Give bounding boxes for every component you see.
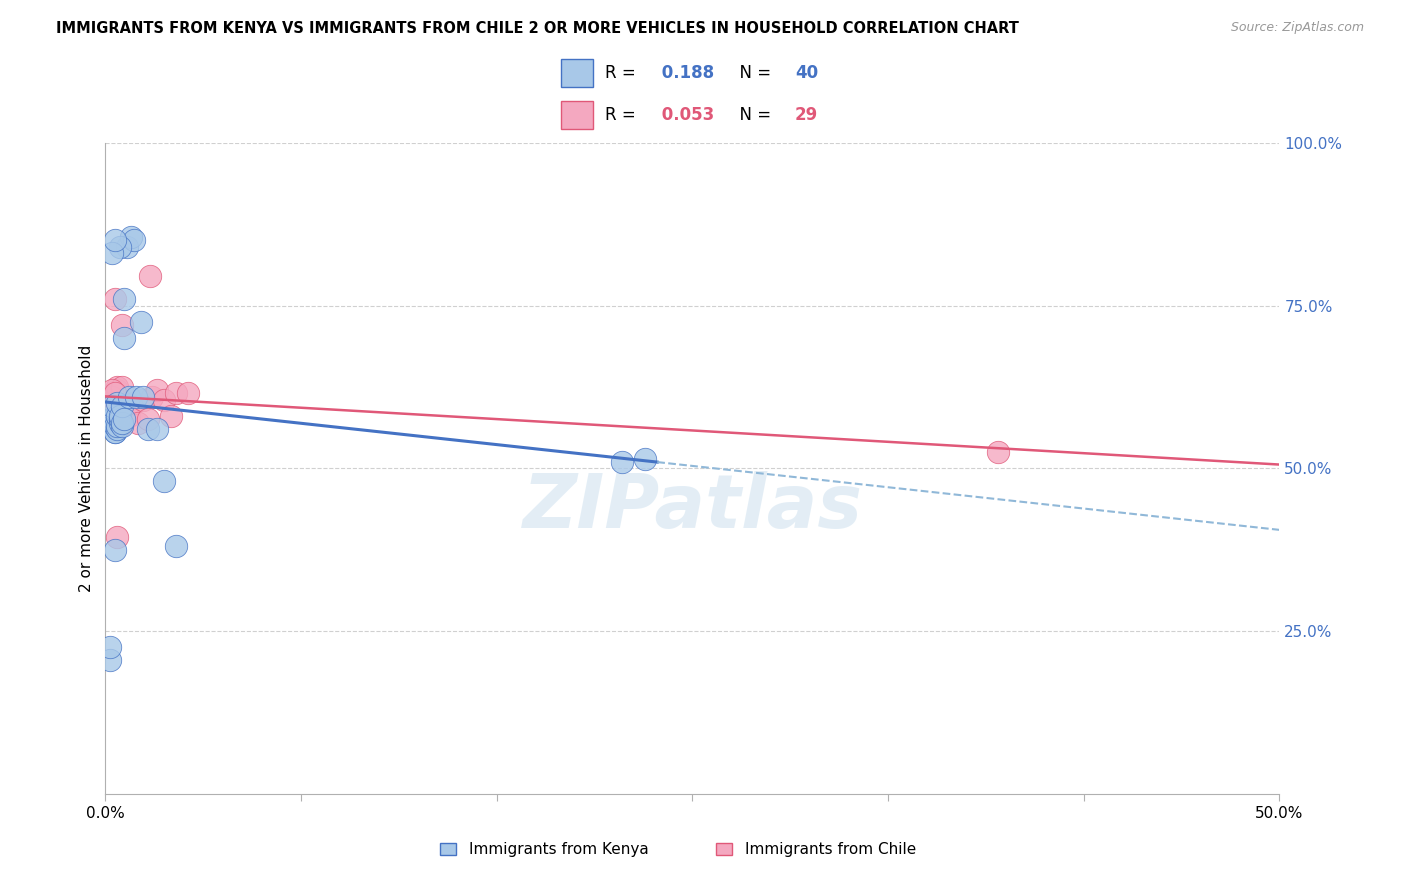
Point (105, 383, 128, 397)
Text: 0.188: 0.188 (655, 64, 714, 82)
Text: IMMIGRANTS FROM KENYA VS IMMIGRANTS FROM CHILE 2 OR MORE VEHICLES IN HOUSEHOLD C: IMMIGRANTS FROM KENYA VS IMMIGRANTS FROM… (56, 21, 1019, 36)
Text: 0.053: 0.053 (655, 106, 714, 124)
FancyBboxPatch shape (561, 59, 593, 87)
Point (111, 380, 134, 394)
Point (165, 386, 187, 401)
Point (104, 425, 127, 440)
Point (104, 425, 127, 440)
Point (132, 392, 155, 407)
Text: 29: 29 (796, 106, 818, 124)
Point (139, 269, 162, 284)
Point (165, 540, 187, 554)
Point (146, 383, 169, 397)
Point (125, 390, 148, 404)
Point (101, 416, 124, 430)
Point (104, 542, 127, 557)
Point (105, 419, 128, 434)
Text: Immigrants from Kenya: Immigrants from Kenya (470, 842, 650, 856)
Point (141, 390, 163, 404)
Y-axis label: 2 or more Vehicles in Household: 2 or more Vehicles in Household (79, 344, 94, 592)
Point (108, 240, 131, 254)
Point (108, 409, 131, 424)
Point (111, 400, 134, 414)
FancyBboxPatch shape (561, 101, 593, 129)
Point (176, 386, 198, 401)
Point (115, 400, 138, 414)
Point (101, 390, 124, 404)
Point (111, 318, 134, 332)
Point (101, 419, 124, 434)
Point (129, 315, 152, 329)
Point (111, 419, 134, 434)
Point (127, 416, 149, 430)
Point (104, 419, 127, 434)
Point (108, 412, 131, 426)
Point (122, 396, 145, 410)
Point (136, 412, 159, 426)
Point (101, 246, 124, 260)
Text: Immigrants from Chile: Immigrants from Chile (745, 842, 917, 856)
Point (120, 230, 142, 244)
Point (987, 445, 1010, 459)
Point (98, 640, 121, 655)
Point (112, 331, 135, 345)
Text: N =: N = (728, 106, 776, 124)
Point (112, 292, 135, 306)
Text: 40: 40 (796, 64, 818, 82)
Point (108, 419, 131, 434)
Point (115, 240, 138, 254)
Point (104, 292, 127, 306)
Point (105, 380, 128, 394)
Text: Source: ZipAtlas.com: Source: ZipAtlas.com (1230, 21, 1364, 34)
Text: R =: R = (606, 64, 641, 82)
Point (101, 400, 124, 414)
FancyBboxPatch shape (716, 843, 731, 855)
Point (98, 412, 121, 426)
Point (104, 419, 127, 434)
Point (136, 422, 159, 436)
Text: R =: R = (606, 106, 641, 124)
Point (146, 422, 169, 436)
Point (101, 419, 124, 434)
Point (132, 390, 155, 404)
Point (98, 412, 121, 426)
Point (104, 386, 127, 401)
Point (112, 412, 135, 426)
Point (105, 409, 128, 424)
Point (153, 475, 176, 489)
Point (104, 233, 127, 247)
Text: N =: N = (728, 64, 776, 82)
Point (160, 409, 183, 424)
Point (118, 390, 141, 404)
Point (101, 383, 124, 397)
Point (98, 653, 121, 667)
Point (105, 396, 128, 410)
Point (105, 396, 128, 410)
Point (108, 416, 131, 430)
Point (105, 530, 128, 544)
Point (122, 233, 145, 247)
Text: ZIPatlas: ZIPatlas (523, 471, 862, 544)
Point (153, 392, 176, 407)
Point (111, 416, 134, 430)
FancyBboxPatch shape (440, 843, 456, 855)
Point (118, 409, 141, 424)
Point (101, 412, 124, 426)
Point (610, 455, 633, 469)
Point (105, 422, 128, 436)
Point (634, 451, 657, 466)
Point (112, 396, 135, 410)
